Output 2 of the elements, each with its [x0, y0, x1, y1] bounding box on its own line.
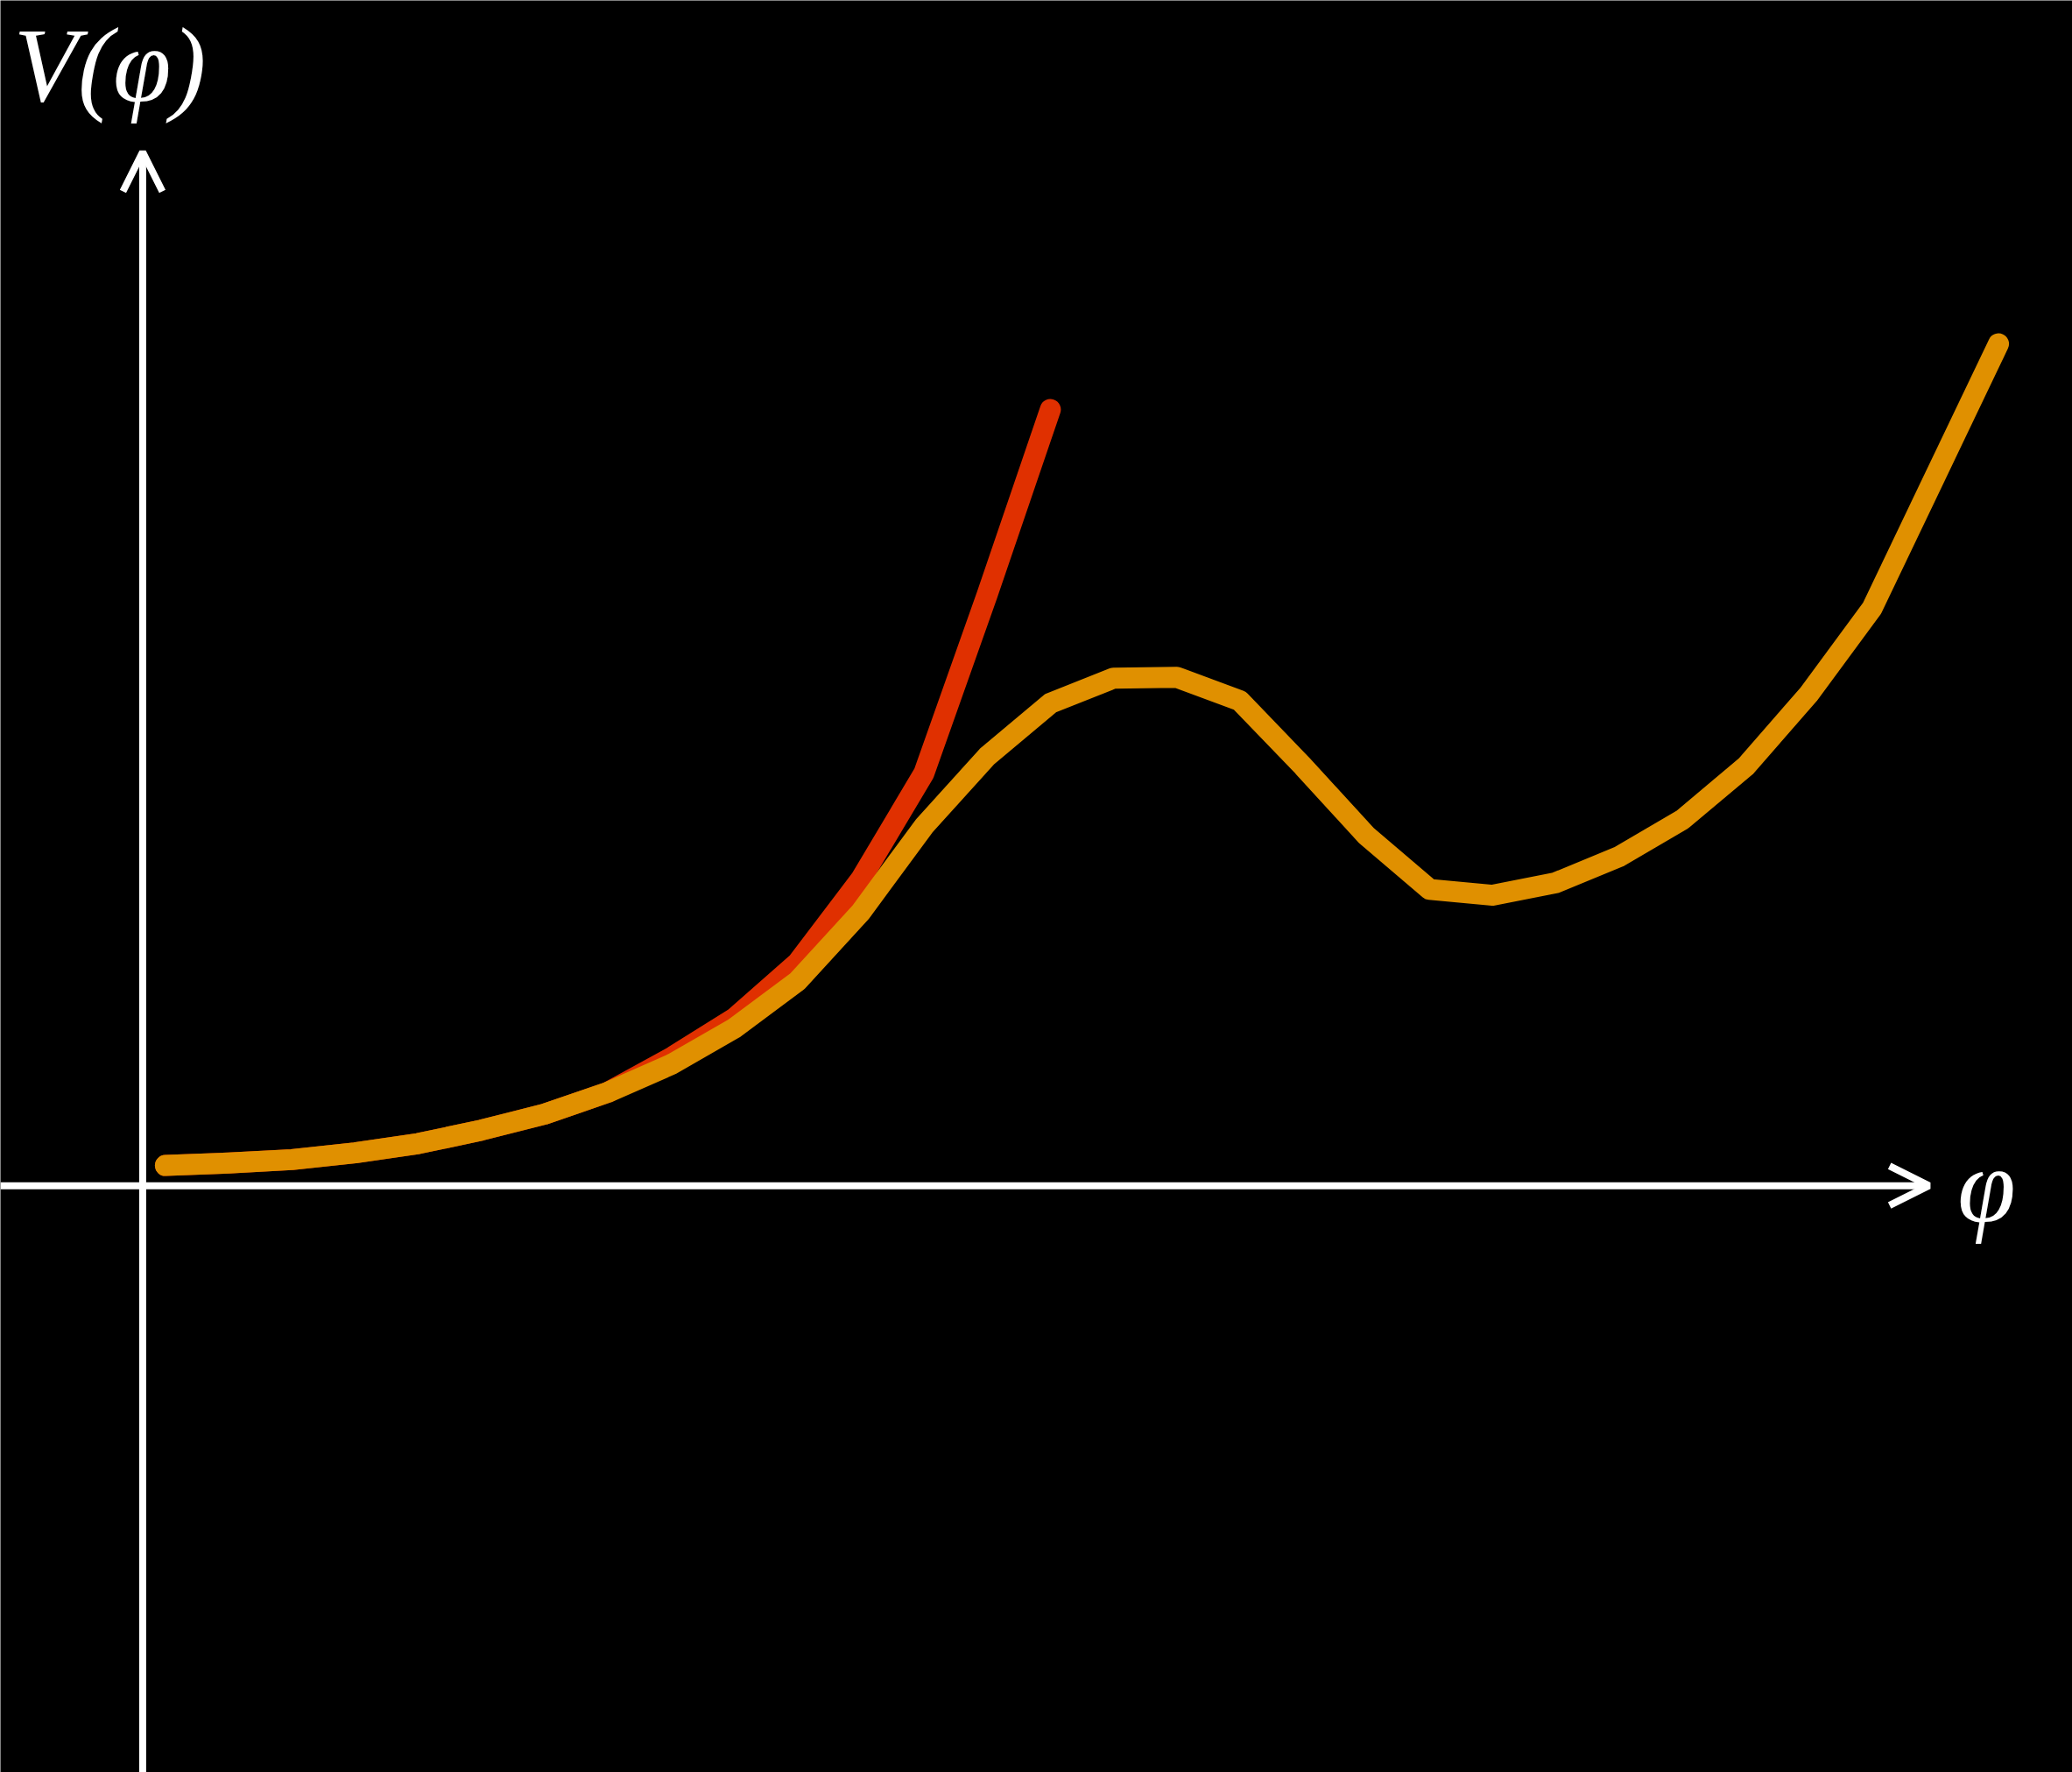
y-axis-title: V(φ) [13, 7, 207, 124]
x-axis-title: φ [1957, 1127, 2016, 1245]
